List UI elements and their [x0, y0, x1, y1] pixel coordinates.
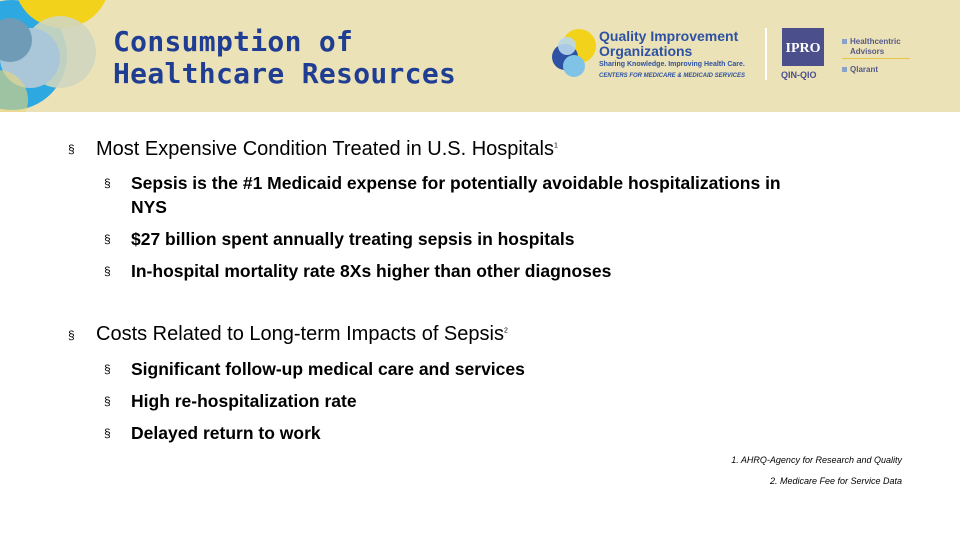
logo-divider [765, 28, 767, 80]
ipro-subtitle: QIN-QIO [781, 70, 817, 80]
partner-divider [842, 58, 910, 59]
decorative-circles-icon [0, 0, 106, 112]
list-item-continuation: NYS [131, 197, 167, 217]
bullet-icon: § [104, 426, 111, 440]
section-1-heading-text: Most Expensive Condition Treated in U.S.… [96, 138, 554, 160]
qio-subtagline: CENTERS FOR MEDICARE & MEDICAID SERVICES [599, 73, 746, 79]
qio-name: Quality Improvement Organizations [599, 29, 738, 59]
footnote-1: 1. AHRQ-Agency for Research and Quality [731, 455, 902, 465]
list-item: In-hospital mortality rate 8Xs higher th… [131, 261, 612, 281]
partner-2-label: Qlarant [850, 65, 879, 74]
ipro-logo: IPRO [782, 28, 824, 66]
section-1-heading: Most Expensive Condition Treated in U.S.… [96, 138, 558, 161]
section-2-heading: Costs Related to Long-term Impacts of Se… [96, 323, 508, 346]
footnote-2: 2. Medicare Fee for Service Data [769, 476, 902, 486]
title-line-2: Healthcare Resources [113, 57, 457, 90]
footnote-ref-1: 1 [554, 142, 558, 150]
list-item: High re-hospitalization rate [131, 391, 357, 411]
slide-header: Consumption of Healthcare Resources Qual… [0, 0, 960, 112]
square-bullet-icon [842, 39, 847, 44]
partner-1-line-2: Advisors [850, 47, 885, 56]
partner-healthcentric: Healthcentric Advisors [842, 37, 901, 57]
bullet-icon: § [68, 328, 75, 342]
qio-tagline: Sharing Knowledge. Improving Health Care… [599, 61, 745, 68]
qio-logo-icon [552, 29, 596, 77]
qio-name-line-2: Organizations [599, 43, 693, 59]
list-item: Sepsis is the #1 Medicaid expense for po… [131, 173, 781, 193]
partner-1-line-1: Healthcentric [850, 37, 901, 46]
slide-title: Consumption of Healthcare Resources [113, 26, 456, 90]
bullet-icon: § [104, 264, 111, 278]
bullet-icon: § [104, 362, 111, 376]
list-item: Delayed return to work [131, 423, 321, 443]
section-2-heading-text: Costs Related to Long-term Impacts of Se… [96, 323, 504, 345]
bullet-icon: § [68, 142, 75, 156]
bullet-icon: § [104, 394, 111, 408]
square-bullet-icon [842, 67, 847, 72]
list-item: $27 billion spent annually treating seps… [131, 229, 575, 249]
list-item: Significant follow-up medical care and s… [131, 359, 525, 379]
partner-qlarant: Qlarant [842, 65, 879, 75]
title-line-1: Consumption of [113, 25, 354, 58]
bullet-icon: § [104, 176, 111, 190]
qio-name-line-1: Quality Improvement [599, 28, 739, 44]
footnote-ref-2: 2 [503, 327, 508, 335]
bullet-icon: § [104, 232, 111, 246]
